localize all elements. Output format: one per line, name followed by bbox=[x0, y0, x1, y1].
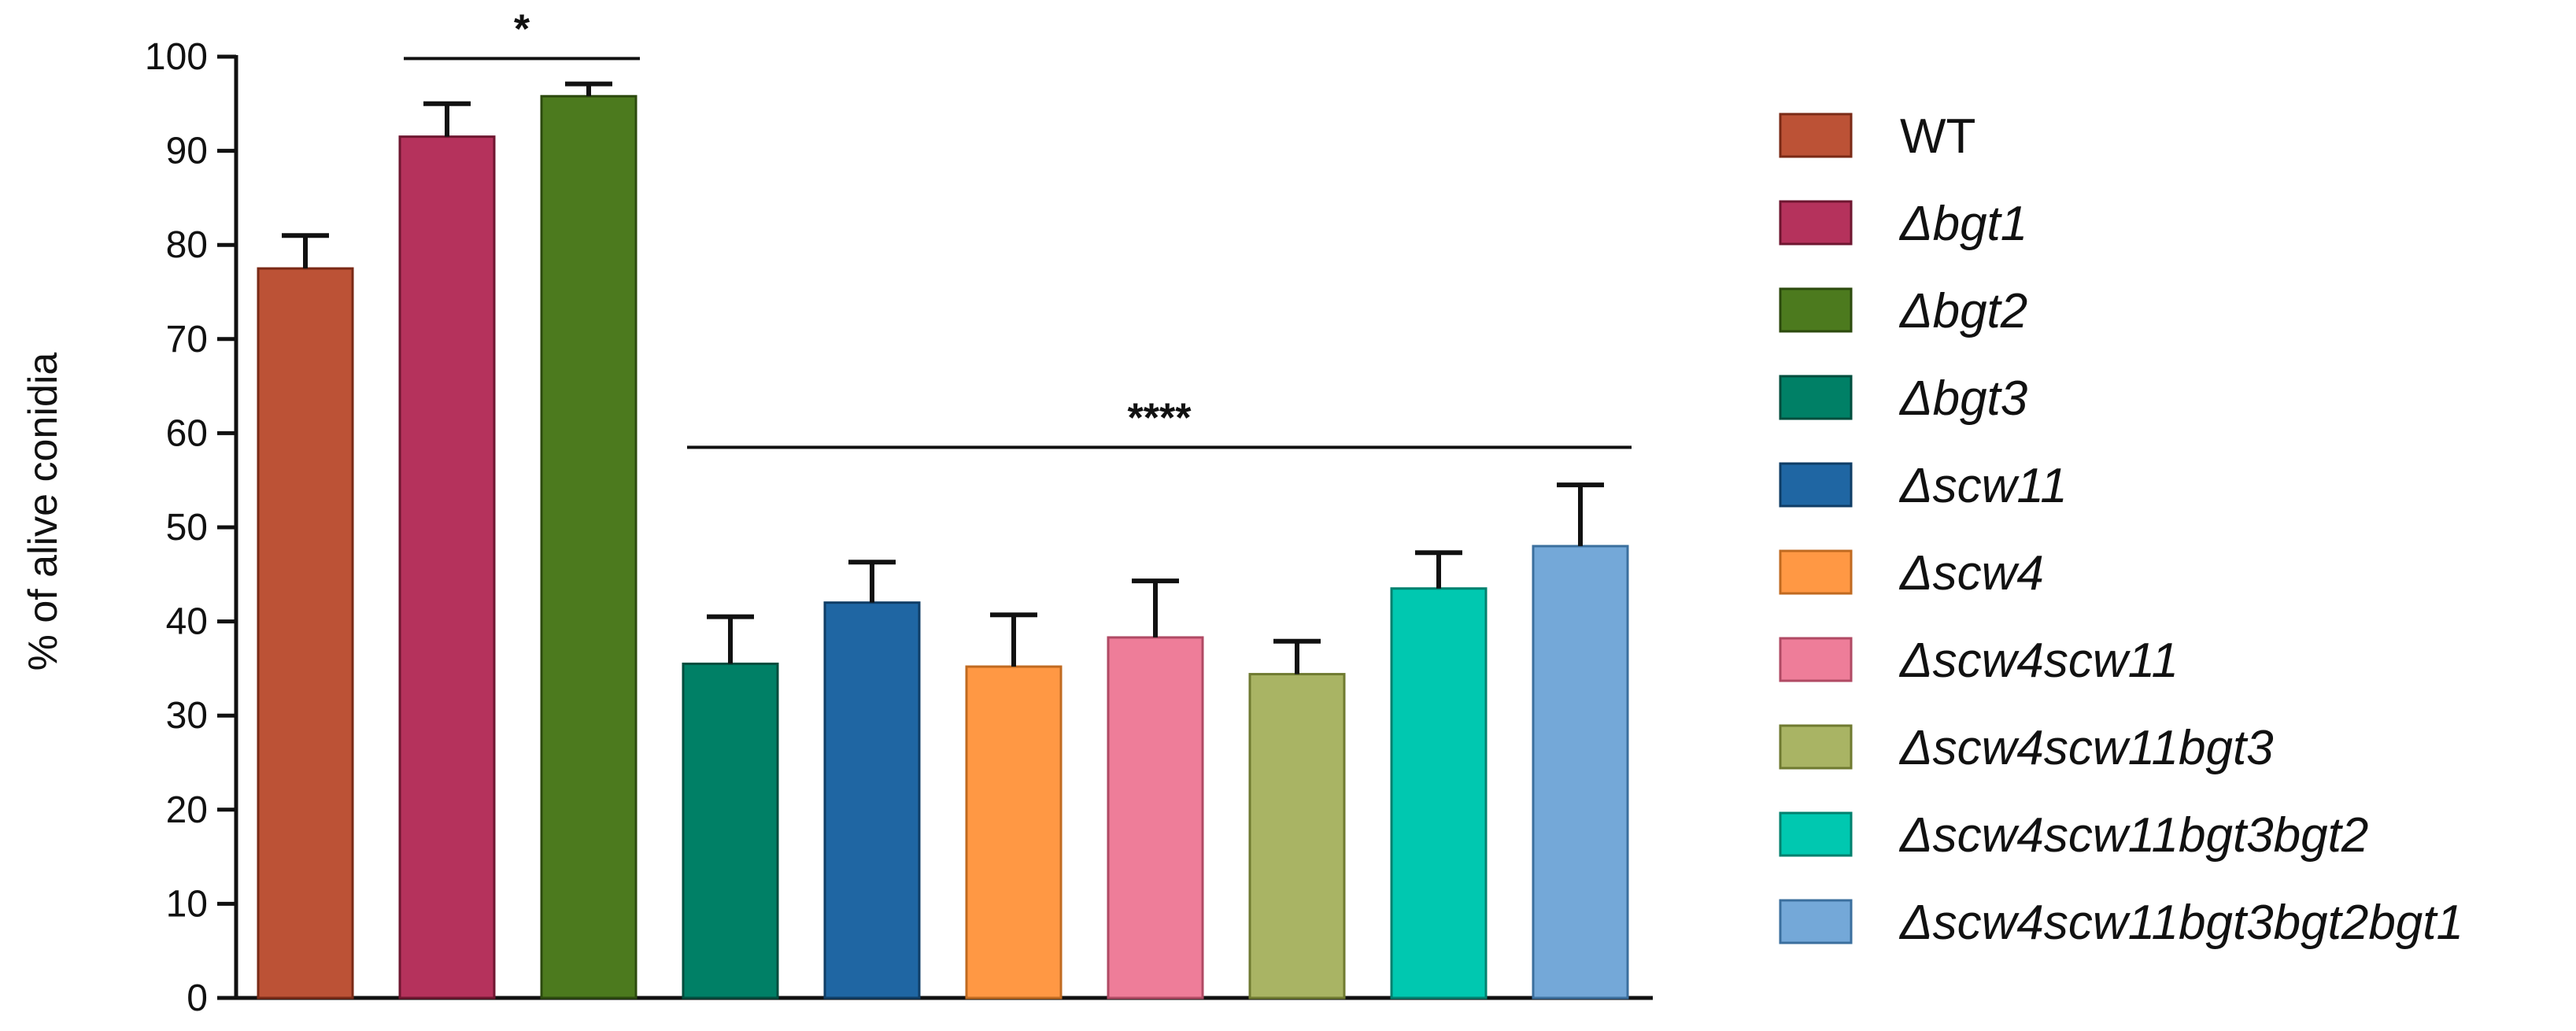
legend-swatch bbox=[1779, 724, 1853, 770]
y-tick-label: 50 bbox=[166, 507, 208, 549]
y-tick-label: 100 bbox=[145, 36, 208, 78]
bar bbox=[1532, 545, 1629, 1000]
bar bbox=[1390, 587, 1488, 1000]
legend-label: Δbgt1 bbox=[1898, 197, 2027, 251]
legend-swatch bbox=[1779, 113, 1853, 158]
bar bbox=[540, 94, 638, 1000]
bar bbox=[823, 601, 921, 1000]
legend-label: Δbgt3 bbox=[1898, 371, 2027, 426]
bar bbox=[398, 135, 496, 1000]
bar bbox=[682, 662, 779, 1000]
y-tick-label: 0 bbox=[187, 977, 208, 1019]
legend-label: Δscw4 bbox=[1898, 546, 2044, 600]
y-tick-label: 90 bbox=[166, 131, 208, 172]
y-axis-label: % of alive conidia bbox=[20, 353, 66, 671]
bar bbox=[1107, 636, 1204, 1000]
y-tick-label: 10 bbox=[166, 883, 208, 925]
legend-swatch bbox=[1779, 811, 1853, 857]
significance-label: * bbox=[514, 6, 530, 52]
significance-label: **** bbox=[1128, 395, 1192, 441]
legend-label: Δbgt2 bbox=[1898, 284, 2027, 338]
legend-label: Δscw4scw11bgt3bgt2 bbox=[1898, 808, 2368, 863]
y-tick-label: 60 bbox=[166, 412, 208, 454]
legend-swatch bbox=[1779, 375, 1853, 420]
legend: WT Δbgt1 Δbgt2 Δbgt3 Δscw11 Δscw4 Δscw4scw11 Δs… bbox=[1779, 109, 2463, 950]
y-tick-label: 80 bbox=[166, 224, 208, 266]
legend-label: Δscw11 bbox=[1898, 459, 2068, 513]
legend-label: Δscw4scw11bgt3bgt2bgt1 bbox=[1898, 896, 2463, 950]
bar bbox=[257, 267, 354, 1000]
legend-label: Δscw4scw11bgt3 bbox=[1898, 721, 2274, 775]
y-tick-label: 40 bbox=[166, 601, 208, 643]
y-tick-label: 30 bbox=[166, 695, 208, 737]
bar bbox=[965, 665, 1063, 1000]
legend-swatch bbox=[1779, 637, 1853, 682]
bar bbox=[1248, 673, 1346, 1000]
legend-label: Δscw4scw11 bbox=[1898, 634, 2179, 688]
legend-label: WT bbox=[1900, 109, 1975, 164]
y-tick-label: 70 bbox=[166, 319, 208, 360]
legend-swatch bbox=[1779, 549, 1853, 595]
legend-swatch bbox=[1779, 200, 1853, 246]
legend-swatch bbox=[1779, 287, 1853, 333]
legend-swatch bbox=[1779, 462, 1853, 508]
legend-swatch bbox=[1779, 899, 1853, 944]
y-tick-label: 20 bbox=[166, 789, 208, 831]
